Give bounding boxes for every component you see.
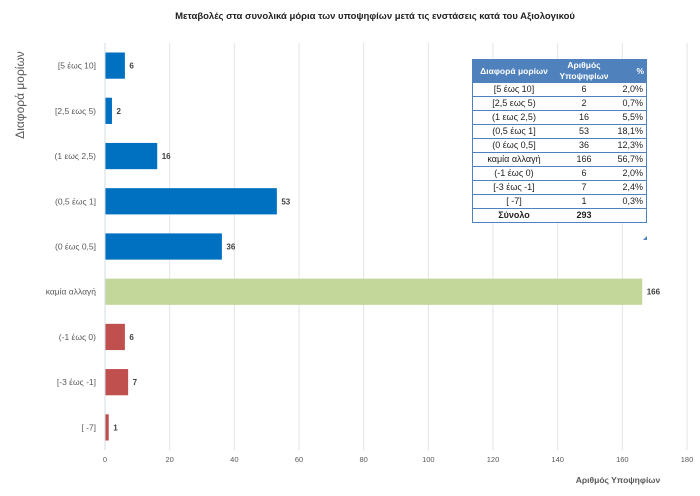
data-label: 6 (129, 333, 134, 342)
x-tick-label: 160 (616, 455, 629, 464)
table-row: [2,5 εως 5) 2 0,7% (472, 96, 647, 111)
y-tick-label: καμία αλλαγή (46, 287, 97, 297)
data-label: 16 (162, 152, 171, 161)
x-axis-title: Αριθμός Υποψηφίων (576, 475, 661, 485)
cell-percent: 2,0% (613, 82, 647, 97)
total-count: 293 (555, 208, 613, 223)
bar (105, 97, 112, 124)
bar (105, 369, 129, 396)
cell-difference: καμία αλλαγή (472, 152, 555, 167)
cell-difference: (1 εως 2,5) (472, 110, 555, 125)
bar (105, 278, 643, 305)
cell-count: 53 (555, 124, 613, 139)
bar (105, 323, 125, 351)
bar (105, 233, 222, 260)
data-label: 53 (281, 197, 290, 206)
x-axis-ticks: 0 20 40 60 80 100 120 140 160 180 (103, 455, 693, 464)
cell-difference: (0,5 έως 1] (472, 124, 555, 139)
table-row: καμία αλλαγή 166 56,7% (472, 152, 647, 167)
cell-percent: 5,5% (613, 110, 647, 125)
total-label: Σύνολο (472, 208, 555, 223)
data-label: 6 (129, 62, 134, 71)
cell-count: 2 (555, 96, 613, 111)
y-tick-label: (0,5 έως 1] (55, 196, 96, 206)
y-tick-label: [-3 έως -1] (57, 377, 96, 387)
y-axis-title: Διαφορά μορίων (13, 51, 27, 139)
bar (105, 142, 158, 170)
cell-count: 7 (555, 180, 613, 195)
table-row: [5 έως 10] 6 2,0% (472, 82, 647, 97)
y-tick-label: (0 έως 0,5] (55, 242, 96, 252)
cell-count: 6 (555, 166, 613, 181)
cell-count: 16 (555, 110, 613, 125)
x-tick-label: 0 (103, 455, 107, 464)
data-label: 1 (113, 423, 118, 432)
y-tick-label: (-1 έως 0) (59, 332, 96, 342)
table-row: (0,5 έως 1] 53 18,1% (472, 124, 647, 139)
header-difference: Διαφορά μορίων (472, 59, 555, 83)
cell-percent: 18,1% (613, 124, 647, 139)
cell-percent: 0,3% (613, 194, 647, 209)
table-row: [-3 έως -1] 7 2,4% (472, 180, 647, 195)
cell-count: 1 (555, 194, 613, 209)
x-tick-label: 20 (165, 455, 173, 464)
summary-table: Διαφορά μορίων Αριθμός Υποψηφίων % [5 έω… (472, 59, 647, 223)
data-label: 166 (647, 288, 661, 297)
cell-count: 166 (555, 152, 613, 167)
cell-difference: [ -7] (472, 194, 555, 209)
data-label: 2 (116, 107, 121, 116)
bars (105, 52, 643, 441)
y-tick-label: [ -7] (81, 422, 96, 432)
table-row: (0 έως 0,5] 36 12,3% (472, 138, 647, 153)
x-tick-label: 40 (230, 455, 238, 464)
cell-count: 36 (555, 138, 613, 153)
chart-title: Μεταβολές στα συνολικά μόρια των υποψηφί… (175, 11, 575, 22)
cell-difference: (-1 έως 0) (472, 166, 555, 181)
x-tick-label: 80 (359, 455, 367, 464)
cell-count: 6 (555, 82, 613, 97)
cell-percent: 2,0% (613, 166, 647, 181)
table-header-row: Διαφορά μορίων Αριθμός Υποψηφίων % (472, 59, 647, 83)
bar (105, 52, 125, 79)
x-tick-label: 60 (295, 455, 303, 464)
cell-difference: [2,5 εως 5) (472, 96, 555, 111)
cell-percent: 2,4% (613, 180, 647, 195)
x-tick-label: 120 (487, 455, 500, 464)
data-label: 36 (226, 243, 235, 252)
header-percent: % (613, 59, 647, 83)
cell-difference: [-3 έως -1] (472, 180, 555, 195)
header-count: Αριθμός Υποψηφίων (555, 59, 613, 83)
cell-percent: 56,7% (613, 152, 647, 167)
y-tick-label: [2,5 εως 5) (55, 106, 96, 116)
table-row: (1 εως 2,5) 16 5,5% (472, 110, 647, 125)
cell-difference: (0 έως 0,5] (472, 138, 555, 153)
bar (105, 188, 277, 215)
y-axis-ticks: [5 έως 10] [2,5 εως 5) (1 εως 2,5) (0,5 έως… (46, 61, 97, 433)
table-resize-handle[interactable] (643, 236, 647, 240)
table-row: (-1 έως 0) 6 2,0% (472, 166, 647, 181)
cell-percent: 0,7% (613, 96, 647, 111)
data-label: 7 (133, 378, 138, 387)
x-tick-label: 140 (551, 455, 564, 464)
cell-percent: 12,3% (613, 138, 647, 153)
table-total-row: Σύνολο 293 (472, 208, 647, 223)
y-tick-label: (1 εως 2,5) (55, 151, 97, 161)
y-tick-label: [5 έως 10] (58, 61, 96, 71)
table-row: [ -7] 1 0,3% (472, 194, 647, 209)
cell-difference: [5 έως 10] (472, 82, 555, 97)
bar (105, 414, 109, 441)
x-tick-label: 180 (681, 455, 694, 464)
total-percent (613, 208, 647, 223)
x-tick-label: 100 (422, 455, 435, 464)
